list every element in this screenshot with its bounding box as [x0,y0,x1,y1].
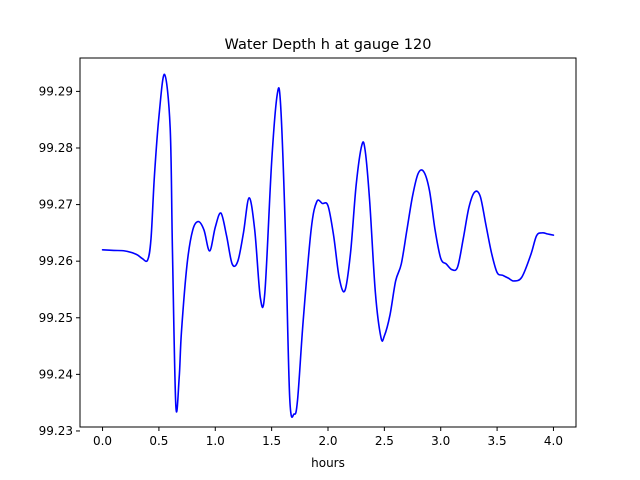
x-tick-label: 1.0 [206,434,225,448]
x-tick-label: 3.0 [431,434,450,448]
x-tick-label: 2.5 [375,434,394,448]
x-tick-label: 2.0 [318,434,337,448]
chart-title: Water Depth h at gauge 120 [225,37,432,53]
plot-frame [79,57,577,428]
water-depth-series-line [101,73,555,418]
y-tick-label: 99.27 [39,198,73,212]
y-tick-label: 99.28 [39,141,73,155]
y-tick-label: 99.29 [39,84,73,98]
x-tick-label: 3.5 [488,434,507,448]
y-tick-label: 99.24 [39,367,73,381]
x-tick-label: 0.0 [93,434,112,448]
y-axis: 99.23 99.24 99.25 99.26 99.27 99.28 99.29 [39,84,80,438]
x-axis-label: hours [311,456,345,470]
plot-area [79,57,577,428]
y-tick-label: 99.26 [39,254,73,268]
x-tick-label: 0.5 [149,434,168,448]
x-axis: 0.0 0.5 1.0 1.5 2.0 2.5 3.0 3.5 4.0 [93,427,563,448]
y-tick-label: 99.23 [39,424,73,438]
x-tick-label: 1.5 [262,434,281,448]
y-tick-label: 99.25 [39,311,73,325]
x-tick-label: 4.0 [544,434,563,448]
